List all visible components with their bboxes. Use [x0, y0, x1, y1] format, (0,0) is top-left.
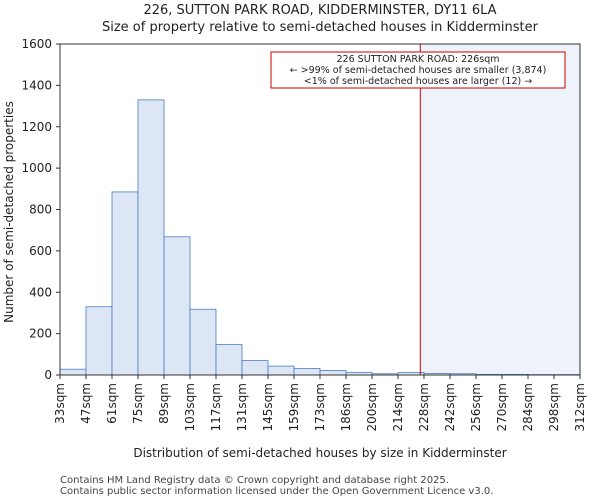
- x-tick-label: 33sqm: [53, 383, 67, 424]
- x-axis-ticks: 33sqm 47sqm 61sqm 75sqm 89sqm 103sqm 117sqm 131…: [53, 375, 587, 431]
- bar-33sqm: [59, 368, 87, 376]
- bar-173sqm: [319, 370, 347, 376]
- bar-159sqm: [293, 367, 321, 376]
- x-tick-label: 228sqm: [417, 383, 431, 431]
- y-tick-label: 600: [29, 244, 52, 258]
- y-tick-label: 1200: [21, 120, 52, 134]
- x-tick-label: 186sqm: [339, 383, 353, 431]
- y-tick-label: 200: [29, 327, 52, 341]
- x-tick-label: 145sqm: [261, 383, 275, 431]
- x-tick-label: 256sqm: [469, 383, 483, 431]
- bar-145sqm: [267, 365, 295, 376]
- annotation-box: 226 SUTTON PARK ROAD: 226sqm ← >99% of s…: [270, 51, 566, 89]
- y-tick-label: 800: [29, 203, 52, 217]
- x-tick-label: 173sqm: [313, 383, 327, 431]
- y-axis-label: Number of semi-detached properties: [2, 101, 16, 323]
- x-tick-label: 284sqm: [521, 383, 535, 431]
- bar-89sqm: [163, 236, 191, 376]
- x-tick-label: 200sqm: [365, 383, 379, 431]
- x-tick-label: 61sqm: [105, 383, 119, 424]
- footer-line1: Contains HM Land Registry data © Crown c…: [60, 475, 449, 486]
- x-tick-label: 312sqm: [573, 383, 587, 431]
- y-tick-label: 0: [44, 368, 52, 382]
- footer-line2: Contains public sector information licen…: [60, 486, 493, 497]
- x-tick-label: 242sqm: [443, 383, 457, 431]
- bar-103sqm: [189, 308, 217, 376]
- x-axis-label: Distribution of semi-detached houses by …: [133, 446, 506, 460]
- y-tick-label: 400: [29, 285, 52, 299]
- y-axis-ticks: 0 200 400 600 800 1000 1200 1400 1600: [21, 37, 60, 382]
- chart-subtitle: Size of property relative to semi-detach…: [102, 20, 539, 35]
- bars-group: [59, 99, 581, 376]
- x-tick-label: 103sqm: [183, 383, 197, 431]
- x-tick-label: 89sqm: [157, 383, 171, 424]
- chart-title: 226, SUTTON PARK ROAD, KIDDERMINSTER, DY…: [143, 3, 496, 18]
- bar-75sqm: [137, 99, 165, 376]
- annotation-line2: ← >99% of semi-detached houses are small…: [290, 65, 547, 76]
- y-tick-label: 1000: [21, 161, 52, 175]
- x-tick-label: 131sqm: [235, 383, 249, 431]
- bar-117sqm: [215, 344, 243, 376]
- above-property-region: [420, 44, 580, 375]
- x-tick-label: 75sqm: [131, 383, 145, 424]
- x-tick-label: 117sqm: [209, 383, 223, 431]
- y-tick-label: 1400: [21, 78, 52, 92]
- x-tick-label: 298sqm: [547, 383, 561, 431]
- x-tick-label: 214sqm: [391, 383, 405, 431]
- bar-47sqm: [85, 306, 113, 376]
- annotation-line1: 226 SUTTON PARK ROAD: 226sqm: [337, 54, 500, 65]
- y-tick-label: 1600: [21, 37, 52, 51]
- x-tick-label: 270sqm: [495, 383, 509, 431]
- x-tick-label: 47sqm: [79, 383, 93, 424]
- annotation-line3: <1% of semi-detached houses are larger (…: [304, 76, 532, 87]
- annotation-frame: [270, 51, 566, 89]
- x-tick-label: 159sqm: [287, 383, 301, 431]
- bar-131sqm: [241, 360, 269, 376]
- bar-61sqm: [111, 191, 139, 376]
